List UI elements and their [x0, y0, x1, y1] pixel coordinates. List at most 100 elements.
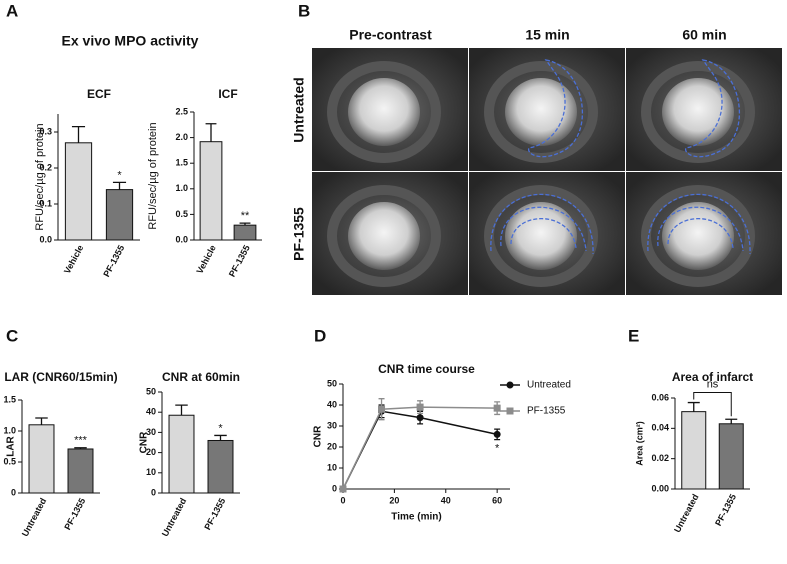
x-tick-label: Untreated — [20, 496, 49, 538]
legend-marker — [506, 407, 514, 415]
panel-label: A — [6, 1, 18, 20]
tissue — [484, 185, 598, 287]
error-bar — [112, 181, 127, 190]
heart — [505, 202, 577, 270]
y-tick-label: 1.0 — [175, 183, 188, 193]
y-tick-label: 10 — [327, 462, 337, 472]
x-axis-label: Time (min) — [391, 512, 441, 523]
heart — [662, 202, 734, 270]
x-tick-label: 0 — [340, 495, 345, 505]
y-tick-label: 50 — [327, 378, 337, 388]
y-tick-label: 0.2 — [39, 162, 52, 172]
significance-bracket — [693, 392, 732, 417]
point — [493, 404, 501, 412]
error-bar — [239, 222, 251, 226]
panel-label: E — [628, 326, 639, 345]
annotation: ns — [707, 378, 719, 390]
heart — [348, 78, 420, 146]
y-axis-label: RFU/sec/µg of protein — [34, 123, 46, 230]
y-axis-label: LAR — [6, 435, 17, 456]
y-tick-label: 0 — [11, 487, 16, 497]
tissue — [327, 185, 441, 287]
chart-title: ICF — [218, 87, 237, 101]
y-tick-label: 0.0 — [175, 234, 188, 244]
x-tick-label: PF-1355 — [227, 243, 252, 278]
y-tick-label: 2.0 — [175, 132, 188, 142]
bar — [199, 141, 223, 241]
bar — [168, 414, 195, 494]
annotation: *** — [74, 435, 88, 447]
legend-marker — [506, 381, 514, 389]
y-tick-label: 0.5 — [175, 209, 188, 219]
point — [339, 485, 347, 493]
point — [378, 405, 386, 413]
x-tick-label: Untreated — [160, 496, 189, 538]
chart-title: CNR at 60min — [162, 370, 240, 384]
error-bar — [74, 447, 87, 449]
y-tick-label: 30 — [327, 420, 337, 430]
y-tick-label: 0.3 — [39, 126, 52, 136]
y-axis-label: RFU/sec/µg of protein — [147, 122, 159, 229]
column-header: 60 min — [682, 27, 726, 43]
bar — [28, 424, 55, 494]
y-axis-label: Area (cm²) — [634, 421, 644, 466]
row-header: Untreated — [291, 77, 307, 142]
y-tick-label: 40 — [327, 399, 337, 409]
infarct-contour — [685, 59, 740, 158]
heart — [505, 78, 577, 146]
point — [416, 414, 424, 422]
x-tick-label: Vehicle — [62, 243, 85, 275]
point — [416, 403, 424, 411]
y-tick-label: 2.5 — [175, 106, 188, 116]
bar — [681, 411, 707, 490]
y-tick-label: 0.0 — [39, 234, 52, 244]
error-bar — [175, 404, 188, 416]
y-tick-label: 1.5 — [3, 394, 16, 404]
column-header: 15 min — [525, 27, 569, 43]
error-bar — [725, 418, 738, 424]
x-tick-label: 60 — [492, 495, 502, 505]
panel-label: D — [314, 326, 326, 345]
row-header: PF-1355 — [291, 207, 307, 261]
column-header: Pre-contrast — [349, 27, 432, 43]
error-bar — [71, 125, 86, 143]
x-tick-label: PF-1355 — [62, 496, 87, 531]
bar — [105, 189, 134, 241]
x-tick-label: PF-1355 — [713, 492, 738, 527]
y-tick-label: 20 — [327, 441, 337, 451]
panel-title: Ex vivo MPO activity — [62, 33, 199, 49]
panel-label: B — [298, 1, 310, 20]
y-tick-label: 0.00 — [651, 483, 669, 493]
y-tick-label: 40 — [146, 407, 156, 417]
heart — [348, 202, 420, 270]
tissue — [641, 61, 755, 163]
y-tick-label: 0.04 — [651, 423, 669, 433]
infarct-contour — [490, 193, 594, 255]
chart-title: Area of infarct — [672, 370, 753, 384]
error-bar — [35, 417, 48, 425]
annotation: * — [218, 422, 223, 434]
x-tick-label: PF-1355 — [202, 496, 227, 531]
y-tick-label: 10 — [146, 467, 156, 477]
bar — [718, 423, 744, 490]
x-tick-label: PF-1355 — [101, 243, 126, 278]
series-line — [342, 406, 498, 490]
mri-grid — [312, 48, 782, 295]
point — [493, 430, 501, 438]
error-bar — [205, 123, 217, 142]
bar — [67, 448, 94, 494]
bar — [207, 439, 234, 494]
heart — [662, 78, 734, 146]
error-bar — [214, 434, 227, 441]
y-axis-label: CNR — [313, 425, 324, 447]
infarct-contour — [528, 59, 583, 158]
y-tick-label: 50 — [146, 386, 156, 396]
y-tick-label: 0.1 — [39, 198, 52, 208]
annotation: * — [117, 169, 122, 181]
y-tick-label: 0.06 — [651, 392, 669, 402]
y-tick-label: 0.02 — [651, 453, 669, 463]
tissue — [484, 61, 598, 163]
error-bar — [687, 401, 700, 412]
y-tick-label: 1.0 — [3, 425, 16, 435]
